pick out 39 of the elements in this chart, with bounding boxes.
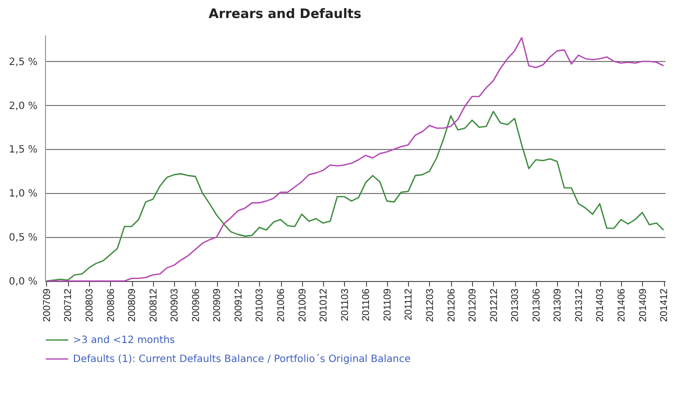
x-tick-label: 201012	[318, 288, 330, 322]
x-tick-label: 200909	[212, 288, 224, 322]
x-tick-label: 201403	[595, 288, 606, 322]
x-tick-label: 201406	[616, 288, 628, 322]
x-tick-label: 201306	[531, 288, 542, 322]
chart-title: Arrears and Defaults	[208, 7, 362, 22]
y-tick-label: 2,5 %	[8, 56, 38, 68]
x-tick-label: 201106	[361, 288, 372, 322]
x-tick-label: 201312	[574, 288, 585, 322]
x-tick-label: 201003	[254, 288, 266, 322]
x-tick-label: 201212	[488, 288, 500, 322]
x-tick-label: 201303	[510, 288, 522, 322]
x-tick-label: 200712	[63, 288, 74, 322]
x-tick-label: 200812	[148, 288, 160, 322]
x-tick-label: 201412	[659, 288, 670, 322]
x-tick-label: 200912	[233, 288, 244, 322]
x-tick-label: 201006	[276, 288, 288, 322]
y-tick-label: 1,0 %	[8, 188, 38, 200]
x-tick-label: 200906	[190, 288, 202, 322]
y-tick-label: 0,5 %	[8, 232, 38, 244]
legend-label: >3 and <12 months	[73, 335, 175, 346]
y-tick-label: 1,5 %	[8, 144, 38, 156]
x-tick-label: 200806	[106, 288, 117, 322]
x-tick-label: 200903	[170, 288, 181, 322]
legend-label: Defaults (1): Current Defaults Balance / Portfolio´s Original Balance	[73, 354, 411, 365]
x-tick-label: 200809	[127, 288, 138, 322]
x-tick-label: 201309	[552, 288, 564, 322]
x-tick-label: 201409	[638, 288, 649, 322]
x-tick-label: 200709	[42, 288, 53, 322]
x-tick-label: 201206	[446, 288, 458, 322]
x-tick-label: 201109	[382, 288, 394, 322]
x-tick-label: 201112	[404, 288, 415, 320]
x-tick-label: 200803	[84, 288, 96, 322]
y-tick-label: 0,0 %	[8, 276, 38, 288]
x-tick-label: 201203	[424, 288, 436, 322]
x-tick-label: 201103	[340, 288, 351, 322]
y-tick-label: 2,0 %	[8, 100, 38, 112]
x-tick-label: 201209	[468, 288, 479, 322]
x-tick-label: 201009	[297, 288, 308, 322]
